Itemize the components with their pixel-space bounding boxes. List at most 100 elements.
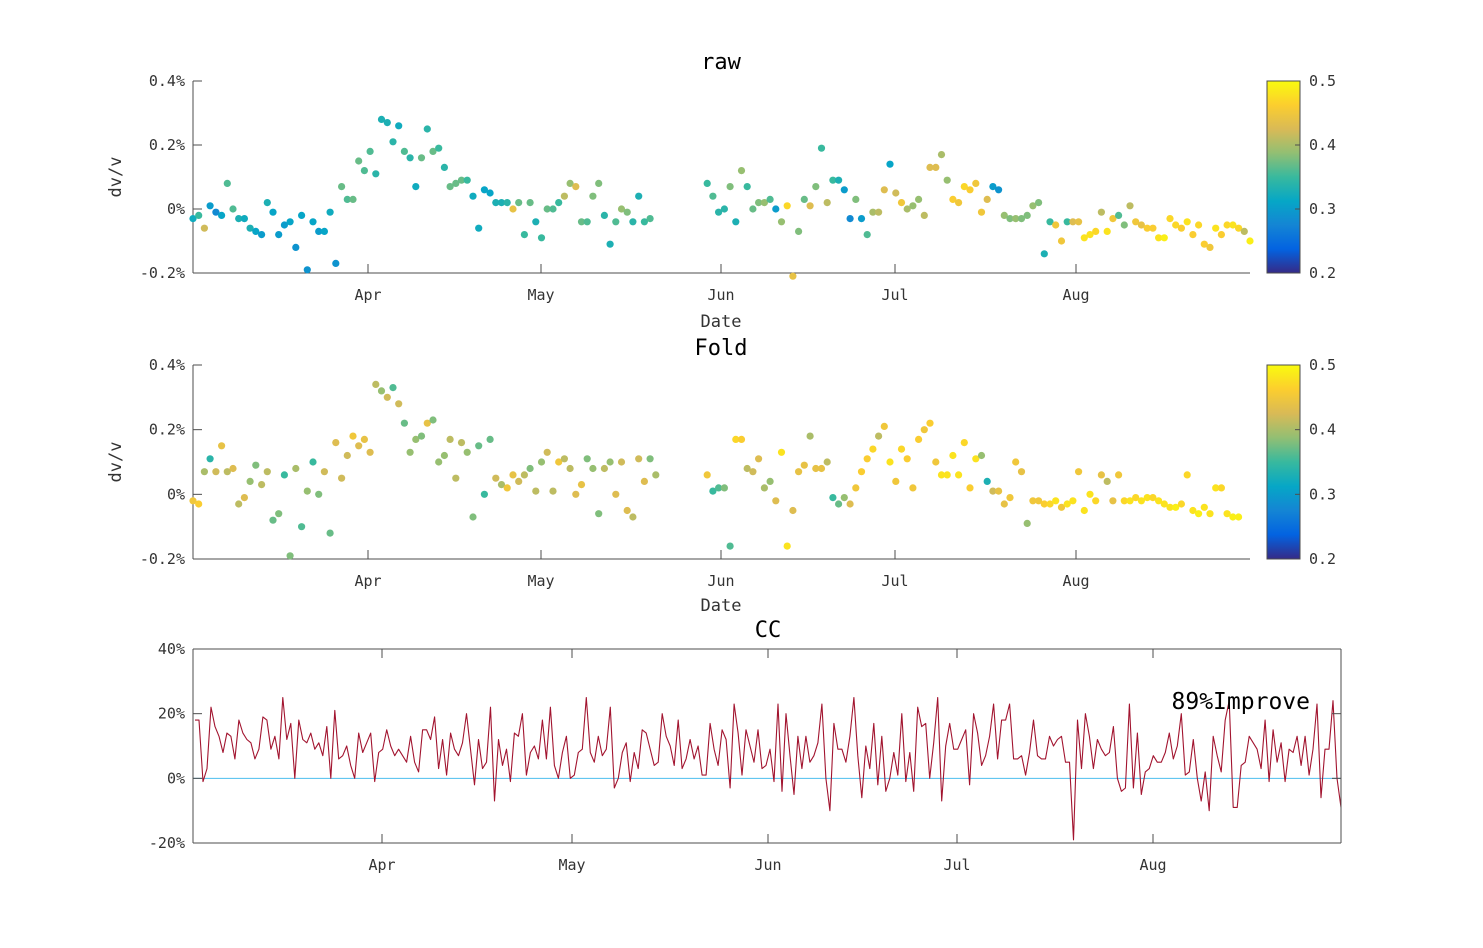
fold-point [1126, 497, 1134, 505]
fold-point [223, 468, 231, 476]
cc-xtick-label: May [558, 856, 585, 874]
fold-xtick-label: May [527, 572, 554, 590]
raw-point [1189, 231, 1197, 239]
fold-point [783, 542, 791, 550]
raw-point [400, 147, 408, 155]
fold-point [515, 477, 523, 485]
fold-point [915, 435, 923, 443]
fold-point [298, 523, 306, 531]
raw-point [932, 163, 940, 171]
raw-point [326, 208, 334, 216]
fold-point [1075, 468, 1083, 476]
fold-colorbar-label: 0.4 [1309, 421, 1336, 439]
raw-point [566, 179, 574, 187]
fold-point [1155, 497, 1163, 505]
cc-annotation: 89%Improve [1172, 689, 1310, 715]
panel-cc: CC -20% 0% 20% 40% Apr May Jun Jul Aug 89%Improv… [149, 618, 1342, 874]
fold-point [503, 484, 511, 492]
fold-point [246, 477, 254, 485]
raw-point [760, 199, 769, 207]
fold-point [389, 384, 397, 392]
raw-point [577, 218, 586, 226]
raw-point [1126, 202, 1134, 210]
fold-point [475, 442, 483, 450]
raw-point [737, 167, 746, 175]
raw-point [1035, 199, 1043, 207]
fold-point [1200, 503, 1208, 511]
fold-point [795, 468, 803, 476]
fold-point [486, 435, 494, 443]
fold-point [292, 464, 300, 473]
fold-point [275, 510, 283, 518]
fold-point [429, 416, 437, 424]
fold-title: Fold [695, 336, 748, 361]
fold-point [1057, 503, 1066, 511]
raw-point [1149, 224, 1157, 232]
fold-point [435, 458, 443, 466]
cc-ytick-label: 40% [158, 640, 185, 658]
raw-point [749, 205, 757, 213]
raw-colorbar-label: 0.3 [1309, 200, 1336, 218]
fold-point [960, 439, 968, 447]
fold-point [315, 490, 323, 498]
raw-point [1086, 231, 1094, 239]
fold-point [1115, 471, 1123, 479]
raw-point [195, 211, 203, 219]
raw-point [623, 208, 631, 216]
raw-point [503, 199, 511, 207]
fold-point [240, 494, 248, 502]
cc-xtick-label: Apr [368, 856, 395, 874]
raw-point [777, 218, 786, 226]
raw-point [869, 208, 877, 216]
raw-point [280, 221, 288, 229]
fold-point [726, 542, 734, 550]
raw-point [509, 205, 517, 213]
fold-xtick-label: Jul [881, 572, 908, 590]
raw-colorbar-label: 0.4 [1309, 136, 1336, 154]
fold-point [497, 481, 506, 489]
fold-point [520, 471, 529, 479]
fold-point [1235, 513, 1243, 521]
raw-title: raw [701, 50, 741, 75]
fold-point [560, 455, 569, 463]
raw-point [835, 176, 843, 184]
fold-point [349, 432, 357, 440]
raw-point [1069, 218, 1077, 226]
raw-point [429, 147, 437, 155]
raw-colorbar-label: 0.5 [1309, 72, 1336, 90]
raw-point [572, 183, 580, 191]
raw-point [937, 151, 946, 159]
fold-point [235, 500, 243, 508]
raw-point [1235, 224, 1243, 232]
raw-point [755, 199, 763, 207]
raw-point [772, 205, 780, 213]
raw-point [315, 227, 323, 235]
raw-point [1046, 218, 1054, 226]
raw-point [303, 266, 311, 274]
raw-point [463, 176, 471, 184]
fold-point [1012, 458, 1020, 466]
fold-point [846, 500, 854, 508]
raw-point [223, 179, 231, 187]
raw-point [275, 231, 283, 239]
raw-point [1132, 218, 1140, 226]
raw-point [252, 227, 260, 235]
raw-point [812, 183, 820, 191]
raw-point [852, 195, 860, 203]
fold-point [737, 435, 746, 443]
raw-point [635, 192, 643, 200]
raw-point [1029, 202, 1037, 210]
fold-point [423, 419, 431, 427]
raw-colorbar: 0.2 0.3 0.4 0.5 [1266, 72, 1336, 282]
fold-point [1029, 497, 1037, 505]
raw-point [726, 183, 734, 191]
fold-point [1046, 500, 1054, 508]
fold-point [440, 451, 448, 460]
cc-xtick-label: Jun [754, 856, 781, 874]
fold-ytick-label: 0% [167, 485, 185, 503]
raw-point [366, 147, 374, 155]
raw-point [200, 224, 208, 232]
raw-point [943, 176, 951, 184]
raw-point [338, 183, 346, 191]
raw-point [612, 218, 620, 226]
